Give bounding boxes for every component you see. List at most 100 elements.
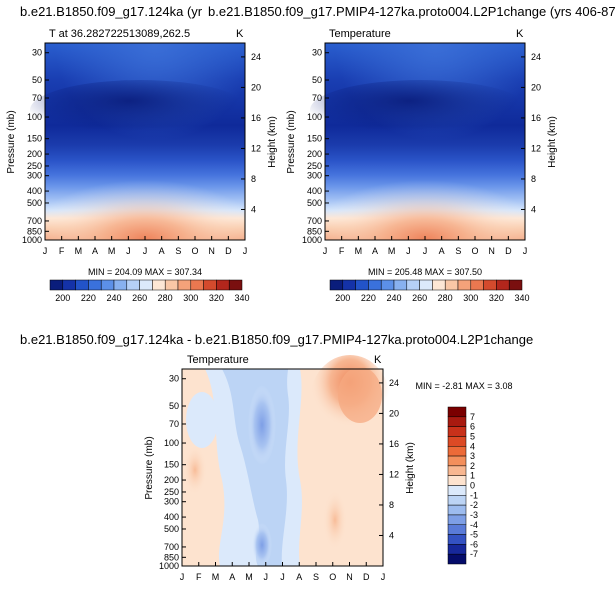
panel2-xtick-label: S: [455, 246, 461, 256]
panel1-cold-core: [30, 80, 250, 140]
panel1-warm-surface: [45, 140, 245, 240]
panel2-colorbar: 200 220 240 260 280 300 320 340: [329, 279, 530, 303]
panel1-ytick-label: 100: [27, 112, 42, 122]
panel1-colorbar-swatch: [62, 279, 76, 291]
panel2-ytick-label: 70: [312, 93, 322, 103]
panel1-colorbar-swatch: [100, 279, 115, 291]
panel1-ytick-label: 50: [32, 75, 42, 85]
panel3-ytick-label: 400: [164, 512, 179, 522]
panel1-colorbar-swatch: [88, 279, 102, 291]
panel2-colorbar-label: 260: [412, 293, 427, 303]
panel1-ylabel-right: Height (km): [267, 116, 278, 168]
panel3-xtick-label: M: [245, 572, 253, 582]
panel2-colorbar-label: 240: [386, 293, 401, 303]
panel2-colorbar-label: 200: [335, 293, 350, 303]
panel3-colorbar-label: -6: [470, 539, 478, 549]
panel1-ytick-label: 250: [27, 161, 42, 171]
panel1-ytick-right-label: 4: [251, 204, 256, 214]
panel3-colorbar-swatch: [447, 544, 467, 555]
panel2-ytick-label: 30: [312, 48, 322, 58]
panel2-colorbar-swatch: [393, 279, 408, 291]
panel2-ytick-label: 700: [307, 216, 322, 226]
panel1-colorbar-swatch: [152, 279, 166, 291]
panel1-ytick-label: 500: [27, 198, 42, 208]
panel3-ytick-label: 250: [164, 487, 179, 497]
panel2-colorbar-swatch: [457, 279, 472, 291]
panel3-ytick-label: 300: [164, 497, 179, 507]
panel3-colorbar-swatch: [447, 553, 467, 565]
panel2-ytick-right-label: 12: [531, 143, 541, 153]
panel2-colorbar-swatch: [342, 279, 356, 291]
panel2-xtick-label: J: [423, 246, 428, 256]
panel2-ytick-label: 500: [307, 198, 322, 208]
panel-difference: b.e21.B1850.f09_g17.124ka - b.e21.B1850.…: [20, 332, 533, 582]
panel2-ytick-label: 50: [312, 75, 322, 85]
panel1-colorbar-swatch: [113, 279, 128, 291]
panel2-colorbar-label: 300: [463, 293, 478, 303]
panel3-ylabel: Pressure (mb): [144, 436, 155, 499]
panel3-colorbar-label: -4: [470, 520, 478, 530]
panel1-colorbar: 200 220 240 260 280 300 320 340: [49, 279, 250, 303]
panel2-xtick-label: J: [323, 246, 328, 256]
panel3-ytick-label: 150: [164, 460, 179, 470]
panel3-subtitle: Temperature: [187, 354, 249, 366]
panel3-colorbar-label: 3: [470, 451, 475, 461]
panel1-xtick-label: A: [92, 246, 98, 256]
panel2-title-backdrop: [202, 2, 615, 22]
panel3-xtick-label: J: [180, 572, 185, 582]
panel3-ytick-label: 100: [164, 438, 179, 448]
panel3-stats: MIN = -2.81 MAX = 3.08: [415, 381, 512, 391]
panel3-ytick-label: 850: [164, 552, 179, 562]
panel1-colorbar-swatch: [177, 279, 192, 291]
panel3-xtick-label: M: [212, 572, 220, 582]
panel1-colorbar-label: 260: [132, 293, 147, 303]
panel1-ytick-label: 1000: [22, 235, 42, 245]
panel3-ytick-right-label: 12: [389, 469, 399, 479]
panel3-colorbar-swatch: [447, 416, 467, 427]
panel2-ytick-label: 250: [307, 161, 322, 171]
panel3-xtick-label: A: [229, 572, 235, 582]
panel1-xtick-label: J: [126, 246, 131, 256]
panel3-negative-feb: [186, 392, 218, 448]
panel2-ytick-label: 150: [307, 134, 322, 144]
panel1-colorbar-label: 320: [209, 293, 224, 303]
panel3-xtick-label: J: [264, 572, 269, 582]
panel1-colorbar-swatch: [228, 279, 243, 291]
panel1-colorbar-label: 240: [106, 293, 121, 303]
panel3-colorbar-label: 2: [470, 461, 475, 471]
panel2-colorbar-swatch: [355, 279, 369, 291]
panel3-positive-lower: [323, 490, 347, 550]
panel2-stats: MIN = 205.48 MAX = 307.50: [368, 267, 482, 277]
panel3-colorbar-label: 4: [470, 441, 475, 451]
panel2-colorbar-swatch: [419, 279, 433, 291]
panel1-ytick-label: 700: [27, 216, 42, 226]
panel2-colorbar-swatch: [329, 279, 344, 291]
panel1-colorbar-swatch: [49, 279, 64, 291]
panel3-ytick-label: 700: [164, 542, 179, 552]
panel2-xtick-label: F: [339, 246, 345, 256]
panel1-stats: MIN = 204.09 MAX = 307.34: [88, 267, 202, 277]
panel3-xtick-label: F: [196, 572, 202, 582]
panel2-title: b.e21.B1850.f09_g17.PMIP4-127ka.proto004…: [208, 4, 615, 19]
panel3-negative-max-upper: [248, 385, 276, 465]
panel2-ytick-right-label: 8: [531, 174, 536, 184]
panel3-colorbar-swatch: [447, 436, 467, 447]
panel1-ytick-label: 300: [27, 171, 42, 181]
panel2-colorbar-swatch: [444, 279, 459, 291]
panel3-colorbar-swatch: [447, 465, 467, 476]
panel1-colorbar-label: 340: [234, 293, 249, 303]
panel-127ka: b.e21.B1850.f09_g17.PMIP4-127ka.proto004…: [202, 2, 615, 303]
panel1-xtick-label: A: [159, 246, 165, 256]
panel1-ytick-label: 400: [27, 186, 42, 196]
panel3-colorbar-label: -1: [470, 490, 478, 500]
panel2-xtick-label: D: [505, 246, 512, 256]
panel2-xtick-label: J: [406, 246, 411, 256]
panel3-colorbar-label: -5: [470, 530, 478, 540]
panel3-xtick-label: D: [363, 572, 370, 582]
panel1-xtick-label: F: [59, 246, 65, 256]
panel3-ytick-label: 70: [169, 419, 179, 429]
panel3-ytick-right-label: 24: [389, 378, 399, 388]
panel2-warm-surface: [325, 140, 525, 240]
panel3-colorbar-swatch: [447, 475, 467, 486]
